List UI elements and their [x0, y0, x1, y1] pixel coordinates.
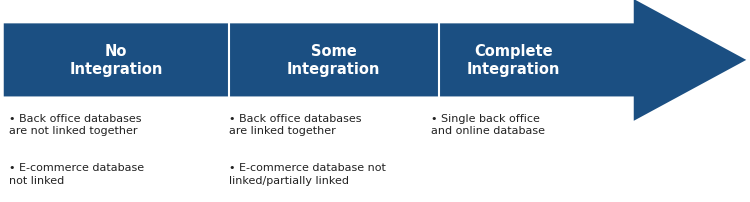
- Text: No
Integration: No Integration: [70, 44, 163, 77]
- Text: • Back office databases
are not linked together: • Back office databases are not linked t…: [9, 113, 142, 136]
- Text: Some
Integration: Some Integration: [287, 44, 380, 77]
- Text: Complete
Integration: Complete Integration: [467, 44, 560, 77]
- Text: • Single back office
and online database: • Single back office and online database: [431, 113, 545, 136]
- Text: • Back office databases
are linked together: • Back office databases are linked toget…: [229, 113, 362, 136]
- Polygon shape: [4, 0, 746, 121]
- Text: • E-commerce database
not linked: • E-commerce database not linked: [9, 163, 144, 185]
- Text: • E-commerce database not
linked/partially linked: • E-commerce database not linked/partial…: [229, 163, 386, 185]
